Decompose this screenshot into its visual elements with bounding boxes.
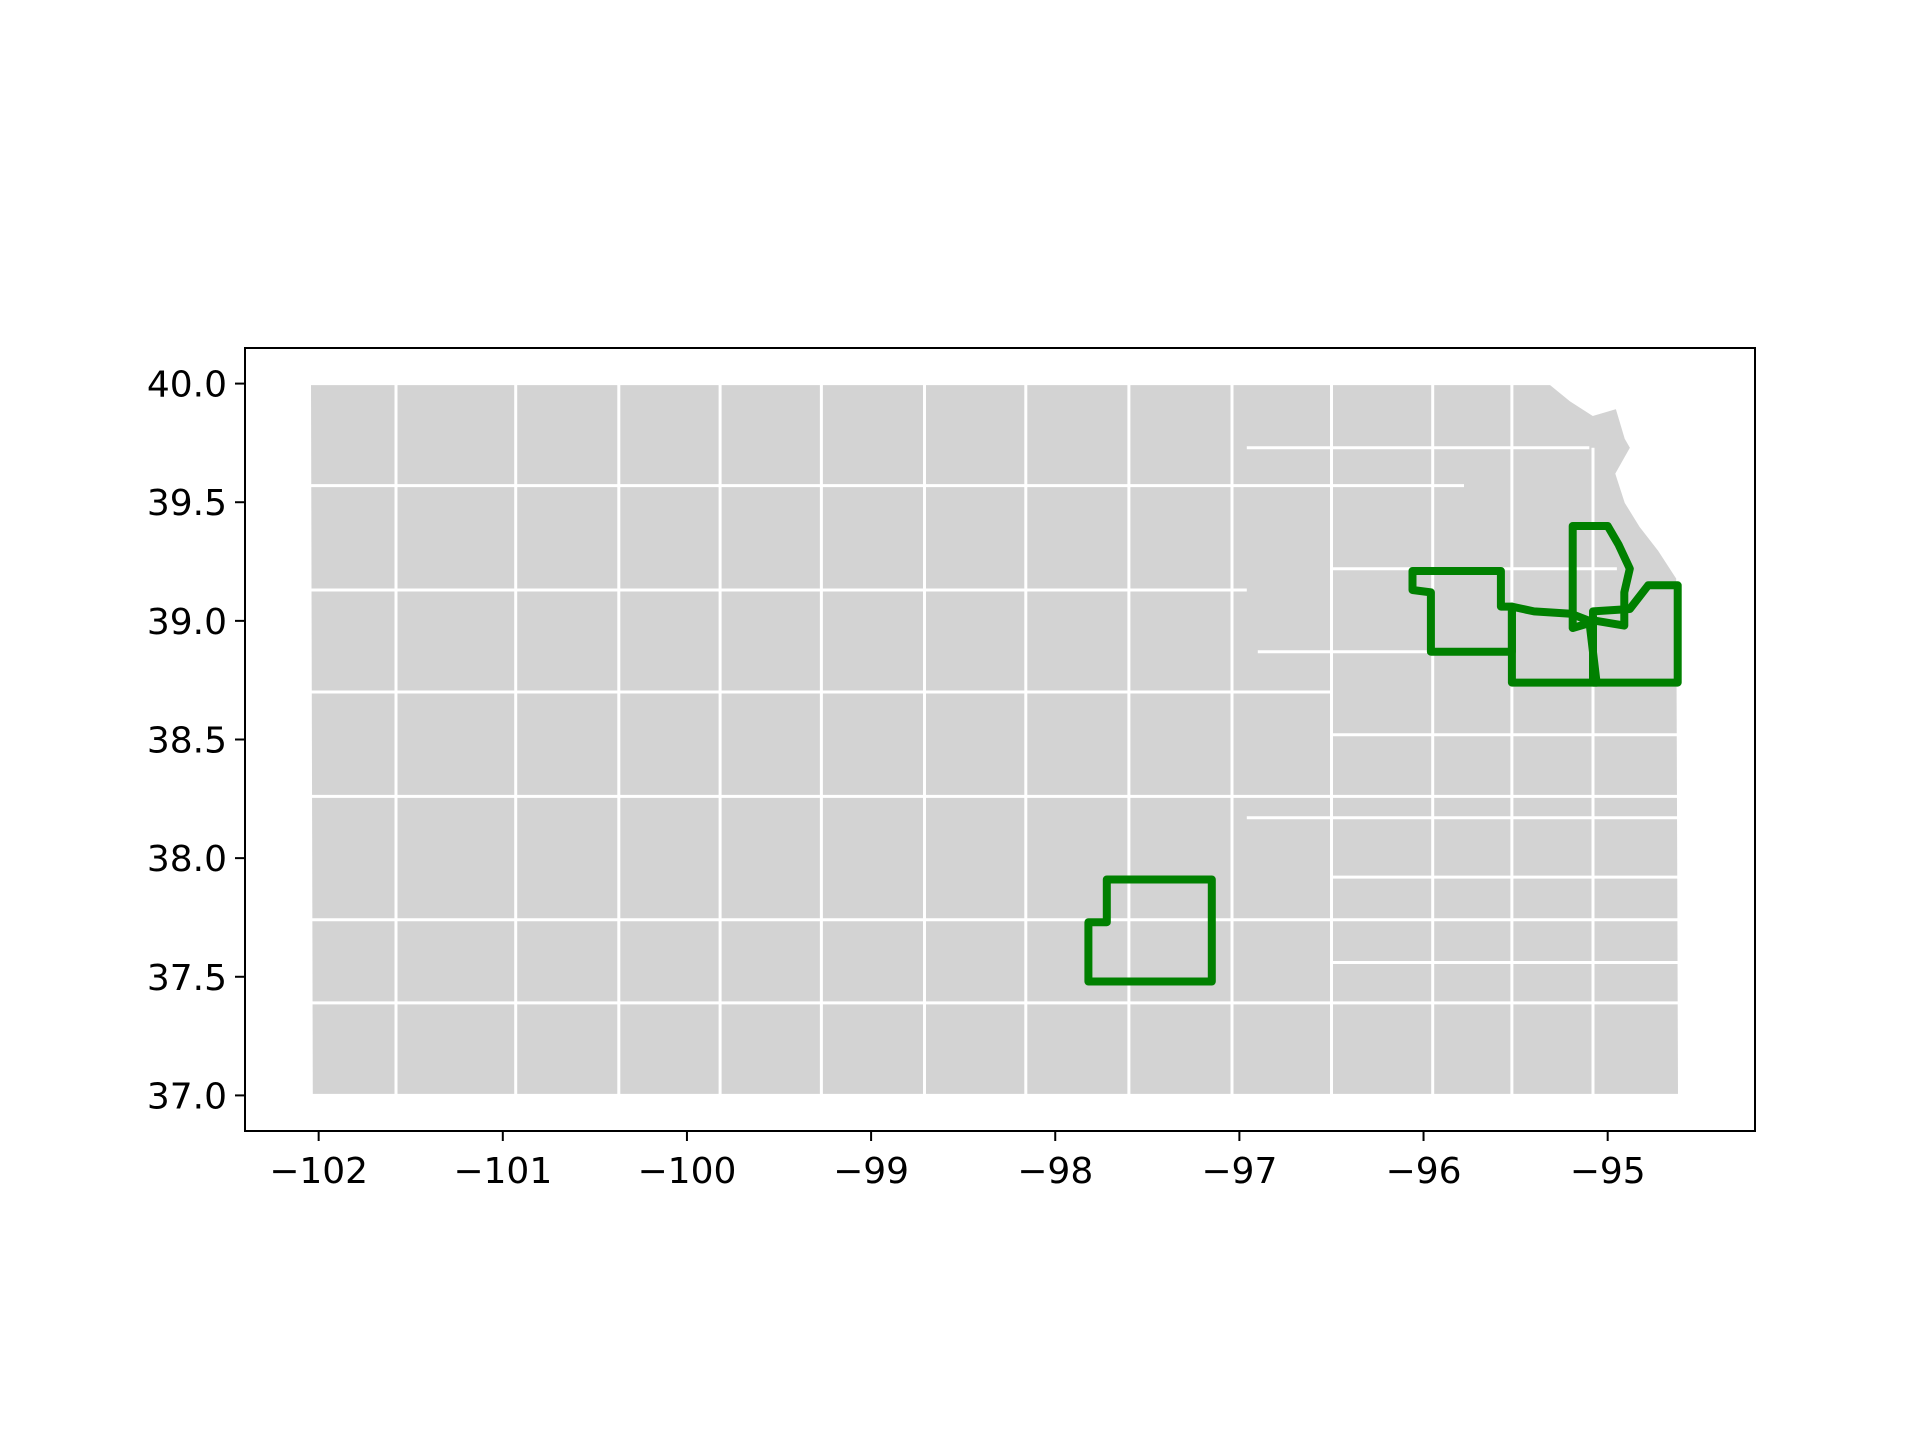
county-map: [307, 382, 1682, 1097]
x-tick-label: −96: [1386, 1151, 1462, 1192]
highlighted-county: [1568, 522, 1634, 632]
y-tick-label: 40.0: [147, 365, 227, 406]
x-axis: −102 −101 −100 −99 −98 −97 −96 −95: [269, 1131, 1646, 1192]
highlighted-counties: [1084, 522, 1682, 986]
x-tick-label: −98: [1017, 1151, 1093, 1192]
state-fill: [307, 382, 1682, 1097]
y-tick-label: 38.5: [147, 721, 227, 762]
x-tick-label: −102: [269, 1151, 368, 1192]
highlighted-county: [1589, 581, 1682, 687]
y-tick-label: 39.0: [147, 602, 227, 643]
x-tick-label: −99: [833, 1151, 909, 1192]
y-tick-label: 39.5: [147, 483, 227, 524]
y-tick-label: 37.5: [147, 958, 227, 999]
y-tick-label: 37.0: [147, 1076, 227, 1117]
highlighted-county: [1084, 875, 1216, 986]
x-tick-label: −101: [453, 1151, 552, 1192]
y-tick-label: 38.0: [147, 839, 227, 880]
x-tick-label: −95: [1570, 1151, 1646, 1192]
y-axis: 37.0 37.5 38.0 38.5 39.0 39.5 40.0: [147, 365, 245, 1117]
x-tick-label: −100: [638, 1151, 737, 1192]
x-tick-label: −97: [1201, 1151, 1277, 1192]
